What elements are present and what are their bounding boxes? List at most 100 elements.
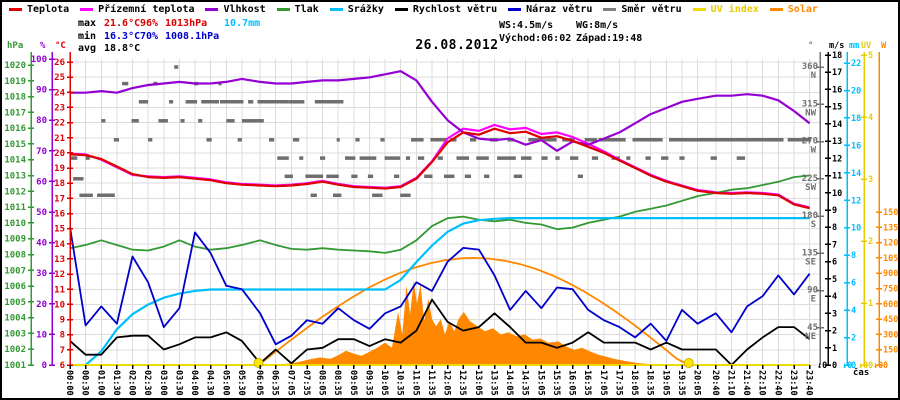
svg-text:°C: °C <box>55 41 66 51</box>
svg-text:1004: 1004 <box>4 314 26 324</box>
svg-text:11: 11 <box>832 172 842 182</box>
svg-text:°: ° <box>808 41 813 51</box>
svg-text:2: 2 <box>851 334 856 344</box>
stats-value: avg <box>78 43 97 54</box>
svg-text:1200: 1200 <box>883 239 900 249</box>
legend-color-swatch <box>80 8 94 11</box>
svg-text:0: 0 <box>868 361 873 371</box>
svg-text:15:35: 15:35 <box>551 370 561 396</box>
svg-text:50: 50 <box>36 208 47 218</box>
svg-text:23:40: 23:40 <box>804 370 814 396</box>
svg-text:05:30: 05:30 <box>236 370 246 396</box>
svg-text:12:35: 12:35 <box>457 370 467 396</box>
svg-text:W: W <box>811 146 817 156</box>
svg-text:02:30: 02:30 <box>142 370 152 396</box>
svg-text:750: 750 <box>883 285 898 295</box>
svg-text:16:35: 16:35 <box>582 370 592 396</box>
stats-value: 16.3°C <box>104 30 141 42</box>
svg-text:18:05: 18:05 <box>629 370 639 396</box>
svg-text:18: 18 <box>851 114 861 124</box>
legend-item: Solar <box>769 4 818 15</box>
svg-text:17: 17 <box>832 68 842 78</box>
svg-text:8: 8 <box>60 331 65 341</box>
svg-text:1001: 1001 <box>4 361 26 371</box>
svg-text:270: 270 <box>802 137 818 147</box>
svg-text:hPa: hPa <box>7 41 23 51</box>
svg-text:180: 180 <box>802 211 818 221</box>
axis-w: 0 150 300 450 600 750 900 1050 1200 1350 1500 W <box>876 41 900 371</box>
svg-text:4: 4 <box>832 292 837 302</box>
svg-text:1016: 1016 <box>4 124 26 134</box>
svg-text:22: 22 <box>54 119 65 129</box>
svg-text:80: 80 <box>36 116 47 126</box>
series-srazky <box>70 217 810 367</box>
svg-text:90: 90 <box>807 286 818 296</box>
svg-text:15: 15 <box>54 225 65 235</box>
svg-text:14:35: 14:35 <box>520 370 530 396</box>
svg-text:14: 14 <box>54 240 65 250</box>
legend-item: Teplota <box>9 4 69 15</box>
series-solar-actual <box>270 280 682 365</box>
svg-text:600: 600 <box>883 300 898 310</box>
axis-hpa: 1001 1002 1003 1004 1005 1006 1007 1008 1009 1010… <box>4 41 34 371</box>
stats-row: min 16.3°C70% 1008.1hPa <box>78 31 260 44</box>
sun-marker-icon <box>683 358 694 368</box>
svg-text:0: 0 <box>832 361 837 371</box>
svg-text:14: 14 <box>851 169 861 179</box>
svg-text:↓0: ↓0 <box>817 361 827 371</box>
series-vlhkost <box>70 70 811 152</box>
svg-text:06:35: 06:35 <box>270 370 280 396</box>
svg-text:%: % <box>40 41 46 51</box>
svg-text:00:30: 00:30 <box>80 370 90 396</box>
svg-text:10: 10 <box>832 189 842 199</box>
svg-text:18: 18 <box>832 51 842 61</box>
series-rychlost-vetru <box>69 298 811 366</box>
legend-item: Tlak <box>276 4 319 15</box>
svg-text:17:05: 17:05 <box>598 370 608 396</box>
svg-text:↓0: ↓0 <box>842 361 852 371</box>
svg-text:90: 90 <box>36 86 47 96</box>
legend-color-swatch <box>329 8 343 11</box>
legend-item: Přízemní teplota <box>80 4 194 15</box>
svg-text:10: 10 <box>54 300 65 310</box>
stats-value: 18.8°C <box>104 43 141 54</box>
stats-value: 96% <box>140 18 159 29</box>
svg-text:UV: UV <box>861 41 871 51</box>
svg-text:315: 315 <box>802 99 818 109</box>
svg-text:1020: 1020 <box>4 61 26 71</box>
svg-text:19: 19 <box>54 164 65 174</box>
svg-text:13:05: 13:05 <box>473 370 483 396</box>
svg-text:7: 7 <box>60 346 65 356</box>
svg-text:26: 26 <box>54 58 65 68</box>
date-title: 26.08.2012 <box>415 38 499 53</box>
svg-text:0: 0 <box>42 361 47 371</box>
legend-color-swatch <box>205 8 219 11</box>
svg-text:01:00: 01:00 <box>95 370 105 396</box>
sunset-time: Západ:19:48 <box>576 32 643 44</box>
svg-text:11: 11 <box>54 285 65 295</box>
svg-text:04:00: 04:00 <box>189 370 199 396</box>
svg-text:16: 16 <box>832 85 842 95</box>
legend-color-swatch <box>692 8 706 11</box>
svg-text:6: 6 <box>851 279 856 289</box>
svg-text:4: 4 <box>851 306 856 316</box>
sunrise-time: Východ:06:02 <box>499 32 572 44</box>
svg-text:N: N <box>811 71 816 81</box>
svg-text:2: 2 <box>832 327 837 337</box>
legend-item: Vlhkost <box>205 4 266 15</box>
legend-color-swatch <box>276 8 290 11</box>
svg-text:60: 60 <box>36 177 47 187</box>
svg-text:15:05: 15:05 <box>535 370 545 396</box>
svg-text:1010: 1010 <box>4 219 26 229</box>
svg-text:04:30: 04:30 <box>205 370 215 396</box>
svg-text:15: 15 <box>832 103 842 113</box>
axis-mm: 0 2 4 6 8 10 12 14 16 18 20 22 mm <box>844 41 861 371</box>
svg-text:2: 2 <box>868 237 873 247</box>
axis-uv: 0 1 2 3 4 5UV <box>861 41 873 371</box>
svg-text:11:05: 11:05 <box>410 370 420 396</box>
svg-text:5: 5 <box>832 275 837 285</box>
svg-text:17:35: 17:35 <box>614 370 624 396</box>
svg-text:21:10: 21:10 <box>726 370 736 396</box>
svg-text:1019: 1019 <box>4 77 26 87</box>
wind-sun-info-block: WS:4.5m/s WG:8m/s Východ:06:02 Západ:19:… <box>499 20 642 45</box>
